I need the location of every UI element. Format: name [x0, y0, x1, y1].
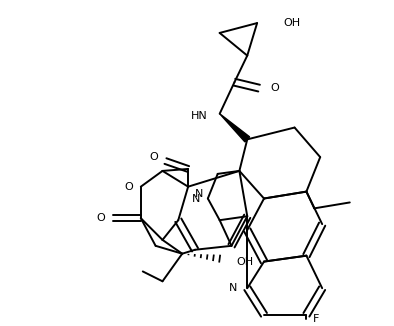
Text: F: F [313, 314, 320, 324]
Text: HN: HN [191, 111, 208, 121]
Text: O: O [124, 182, 133, 192]
Text: OH: OH [236, 257, 254, 267]
Text: OH: OH [284, 18, 301, 28]
Text: N: N [195, 188, 203, 199]
Text: O: O [150, 152, 158, 162]
Text: N: N [229, 283, 238, 293]
Text: O: O [270, 83, 279, 93]
Text: O: O [97, 213, 105, 223]
Polygon shape [220, 114, 250, 142]
Text: N: N [191, 194, 200, 203]
